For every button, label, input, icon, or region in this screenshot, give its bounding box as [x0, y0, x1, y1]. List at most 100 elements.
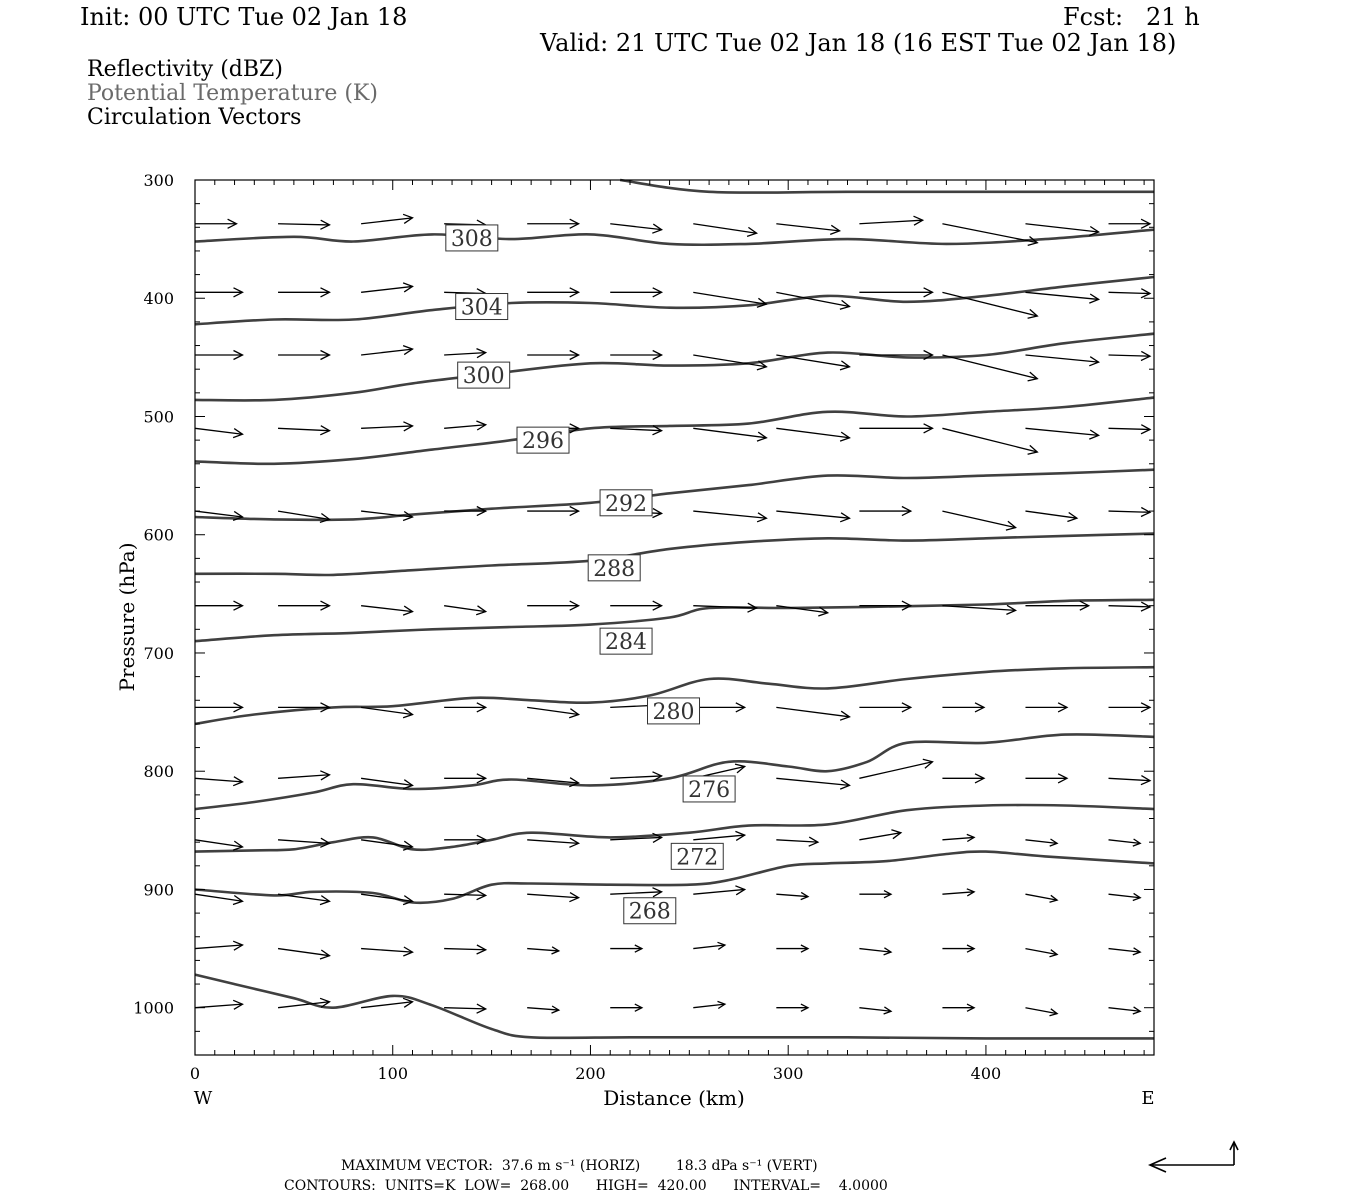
- isentrope-284: [194, 598, 1155, 643]
- circulation-vector: [444, 890, 488, 901]
- circulation-vector: [776, 777, 851, 790]
- x-tick-label: 300: [773, 1064, 804, 1083]
- circulation-vector: [1108, 601, 1152, 612]
- isentrope-line-0: [619, 178, 1154, 194]
- circulation-vector: [859, 215, 925, 226]
- circulation-vector: [942, 427, 1039, 455]
- isentrope-300: [194, 332, 1155, 402]
- contour-label: 268: [629, 900, 671, 925]
- circulation-vector: [610, 349, 664, 361]
- contour-label: 296: [522, 429, 564, 454]
- contour-label-box: [599, 627, 653, 655]
- isentrope-line-12: [194, 973, 1155, 1040]
- x-tick-label: 100: [377, 1064, 408, 1083]
- circulation-vector: [859, 890, 893, 899]
- circulation-vector: [527, 706, 581, 719]
- isentrope-304: [194, 275, 1155, 326]
- circulation-vector: [693, 602, 759, 613]
- circulation-vector: [1025, 291, 1101, 304]
- isentrope-292: [194, 468, 1155, 522]
- contour-label: 280: [653, 700, 695, 725]
- contour-label-box: [599, 489, 653, 517]
- circulation-vector: [195, 287, 244, 298]
- circulation-vector: [195, 218, 238, 229]
- circulation-vector: [693, 1000, 727, 1010]
- isentrope-288: [194, 532, 1155, 577]
- circulation-vector: [278, 349, 331, 361]
- contour-label: 288: [593, 557, 635, 582]
- circulation-vector: [776, 706, 851, 721]
- circulation-vector: [278, 425, 331, 436]
- y-tick-label: 1000: [133, 999, 174, 1018]
- plot-frame: [194, 179, 1155, 1056]
- circulation-vector: [444, 834, 488, 845]
- maximum-vector-note: MAXIMUM VECTOR: 37.6 m s⁻¹ (HORIZ) 18.3 …: [341, 1158, 818, 1174]
- contour-label-box: [647, 697, 701, 725]
- x-tick-label: 400: [971, 1064, 1002, 1083]
- circulation-vector: [361, 839, 414, 851]
- circulation-vector: [277, 893, 331, 906]
- circulation-vector: [444, 1003, 488, 1014]
- y-tick-label: 300: [143, 171, 174, 190]
- circulation-vector: [194, 427, 244, 439]
- circulation-vector: [444, 348, 488, 359]
- x-end-label-west: W: [194, 1088, 213, 1109]
- circulation-vector: [527, 837, 581, 848]
- contour-label-box: [455, 293, 509, 321]
- circulation-vector: [942, 1003, 976, 1012]
- circulation-vector: [942, 223, 1039, 247]
- init-time: Init: 00 UTC Tue 02 Jan 18: [80, 3, 408, 31]
- contour-label: 308: [451, 227, 493, 252]
- circulation-vector: [776, 354, 851, 371]
- circulation-vector: [527, 892, 581, 903]
- contour-label-box: [623, 897, 677, 925]
- circulation-vector: [194, 839, 244, 851]
- contour-label: 304: [461, 296, 503, 321]
- circulation-vector: [361, 213, 414, 225]
- contour-label-box: [445, 224, 499, 252]
- circulation-vector: [693, 223, 759, 238]
- y-tick-label: 900: [143, 880, 174, 899]
- circulation-vector: [693, 427, 768, 442]
- contour-label-layer: 308 304 300 296 292 288 284 280 276 272 268: [445, 224, 736, 925]
- circulation-vector: [361, 893, 414, 906]
- circulation-vector: [444, 773, 488, 784]
- circulation-vector: [776, 605, 830, 617]
- circulation-vector: [859, 758, 934, 779]
- circulation-vector: [776, 944, 810, 953]
- circulation-vector: [610, 600, 664, 611]
- circulation-vector: [610, 287, 664, 298]
- circulation-vector: [278, 600, 331, 611]
- circulation-vector: [278, 770, 331, 781]
- circulation-vector: [610, 771, 664, 782]
- circulation-vector: [776, 891, 810, 901]
- isentrope-296: [194, 396, 1155, 466]
- y-tick-label: 700: [143, 644, 174, 663]
- circulation-vector: [859, 829, 903, 841]
- contour-label: 292: [605, 492, 647, 517]
- circulation-vector: [859, 349, 934, 361]
- circulation-vector: [776, 836, 820, 847]
- contour-label-box: [457, 361, 511, 389]
- vector-layer: [194, 213, 1152, 1017]
- circulation-vector: [693, 885, 747, 896]
- contour-label: 284: [605, 630, 647, 655]
- circulation-vector: [776, 510, 851, 523]
- isentrope-268: [194, 850, 1155, 905]
- circulation-vector: [1108, 506, 1152, 518]
- circulation-vector: [194, 510, 244, 522]
- circulation-vector: [527, 600, 581, 611]
- circulation-vector: [361, 605, 414, 616]
- legend-circulation-vectors: Circulation Vectors: [87, 105, 302, 130]
- circulation-vector: [693, 354, 768, 371]
- circulation-vector: [361, 510, 414, 522]
- circulation-vector: [1108, 838, 1142, 847]
- circulation-vector: [527, 946, 561, 955]
- circulation-vector: [1025, 223, 1101, 237]
- circulation-vector: [1025, 893, 1059, 903]
- contour-label: 276: [688, 778, 730, 803]
- circulation-vector: [1108, 1006, 1142, 1015]
- circulation-vector: [1108, 775, 1152, 786]
- circulation-vector: [194, 893, 244, 906]
